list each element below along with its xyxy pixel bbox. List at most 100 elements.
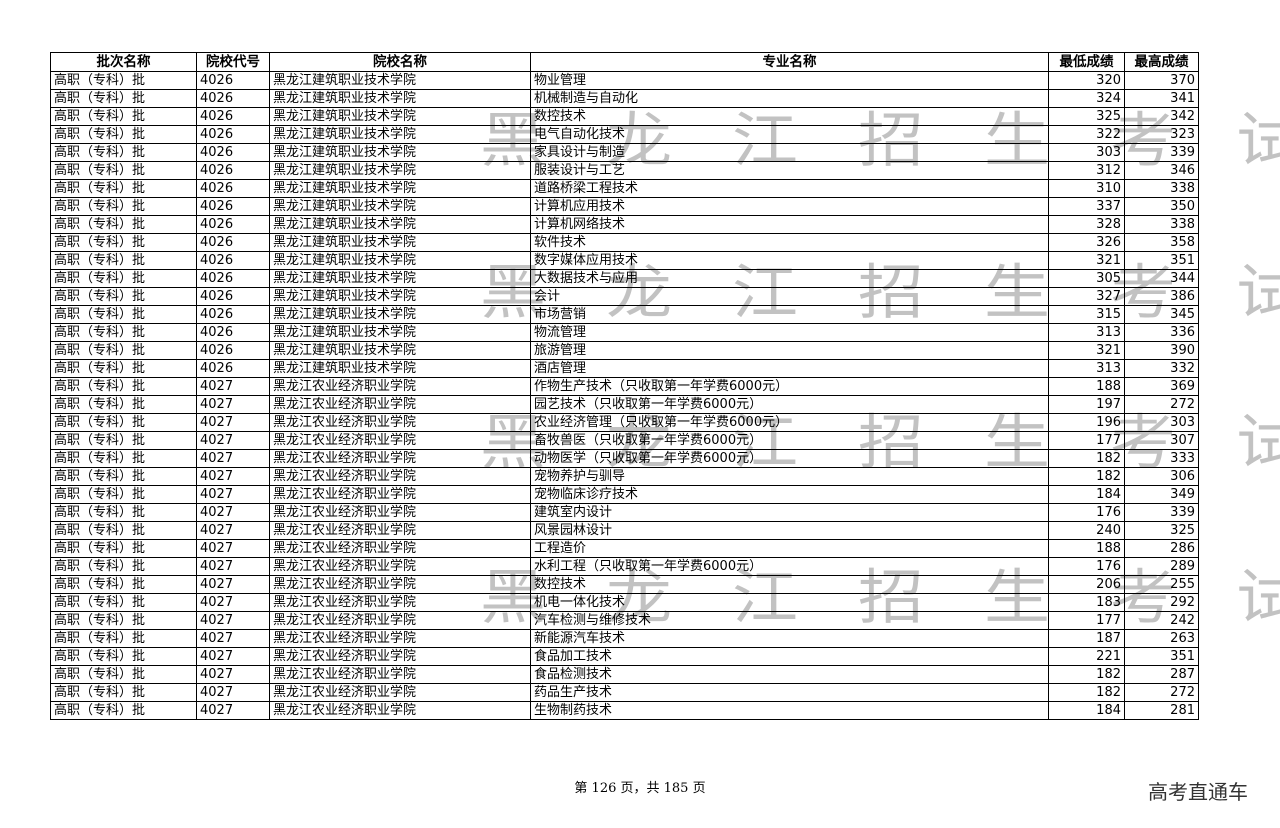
cell-school-code: 4027 bbox=[196, 467, 270, 486]
cell-min-score: 177 bbox=[1048, 611, 1125, 630]
cell-max-score: 339 bbox=[1124, 503, 1199, 522]
cell-batch: 高职（专科）批 bbox=[50, 503, 197, 522]
table-row: 高职（专科）批 4026 黑龙江建筑职业技术学院 服装设计与工艺 312 346 bbox=[50, 161, 1199, 180]
cell-school-name: 黑龙江农业经济职业学院 bbox=[269, 701, 531, 720]
cell-school-code: 4027 bbox=[196, 413, 270, 432]
cell-school-name: 黑龙江建筑职业技术学院 bbox=[269, 269, 531, 288]
table-row: 高职（专科）批 4027 黑龙江农业经济职业学院 食品加工技术 221 351 bbox=[50, 647, 1199, 666]
cell-school-code: 4027 bbox=[196, 629, 270, 648]
cell-major-name: 宠物养护与驯导 bbox=[530, 467, 1049, 486]
cell-school-name: 黑龙江农业经济职业学院 bbox=[269, 593, 531, 612]
cell-min-score: 182 bbox=[1048, 467, 1125, 486]
table-row: 高职（专科）批 4027 黑龙江农业经济职业学院 宠物临床诊疗技术 184 349 bbox=[50, 485, 1199, 504]
cell-school-name: 黑龙江建筑职业技术学院 bbox=[269, 233, 531, 252]
cell-max-score: 351 bbox=[1124, 251, 1199, 270]
table-row: 高职（专科）批 4027 黑龙江农业经济职业学院 数控技术 206 255 bbox=[50, 575, 1199, 594]
table-row: 高职（专科）批 4027 黑龙江农业经济职业学院 建筑室内设计 176 339 bbox=[50, 503, 1199, 522]
table-row: 高职（专科）批 4026 黑龙江建筑职业技术学院 数字媒体应用技术 321 351 bbox=[50, 251, 1199, 270]
cell-min-score: 197 bbox=[1048, 395, 1125, 414]
cell-major-name: 农业经济管理（只收取第一年学费6000元） bbox=[530, 413, 1049, 432]
table-row: 高职（专科）批 4027 黑龙江农业经济职业学院 药品生产技术 182 272 bbox=[50, 683, 1199, 702]
cell-school-name: 黑龙江建筑职业技术学院 bbox=[269, 107, 531, 126]
cell-major-name: 汽车检测与维修技术 bbox=[530, 611, 1049, 630]
cell-min-score: 177 bbox=[1048, 431, 1125, 450]
cell-max-score: 345 bbox=[1124, 305, 1199, 324]
cell-school-code: 4026 bbox=[196, 197, 270, 216]
cell-major-name: 药品生产技术 bbox=[530, 683, 1049, 702]
cell-school-name: 黑龙江农业经济职业学院 bbox=[269, 629, 531, 648]
cell-school-name: 黑龙江农业经济职业学院 bbox=[269, 413, 531, 432]
cell-batch: 高职（专科）批 bbox=[50, 539, 197, 558]
cell-max-score: 350 bbox=[1124, 197, 1199, 216]
cell-school-code: 4027 bbox=[196, 521, 270, 540]
cell-min-score: 184 bbox=[1048, 701, 1125, 720]
cell-major-name: 风景园林设计 bbox=[530, 521, 1049, 540]
cell-min-score: 310 bbox=[1048, 179, 1125, 198]
cell-school-name: 黑龙江农业经济职业学院 bbox=[269, 431, 531, 450]
cell-batch: 高职（专科）批 bbox=[50, 89, 197, 108]
table-row: 高职（专科）批 4027 黑龙江农业经济职业学院 农业经济管理（只收取第一年学费600… bbox=[50, 413, 1199, 432]
cell-batch: 高职（专科）批 bbox=[50, 269, 197, 288]
cell-school-name: 黑龙江建筑职业技术学院 bbox=[269, 305, 531, 324]
table-row: 高职（专科）批 4026 黑龙江建筑职业技术学院 旅游管理 321 390 bbox=[50, 341, 1199, 360]
cell-min-score: 182 bbox=[1048, 449, 1125, 468]
table-row: 高职（专科）批 4027 黑龙江农业经济职业学院 作物生产技术（只收取第一年学费600… bbox=[50, 377, 1199, 396]
cell-school-name: 黑龙江建筑职业技术学院 bbox=[269, 323, 531, 342]
cell-school-name: 黑龙江农业经济职业学院 bbox=[269, 467, 531, 486]
cell-school-code: 4026 bbox=[196, 107, 270, 126]
cell-batch: 高职（专科）批 bbox=[50, 467, 197, 486]
cell-max-score: 307 bbox=[1124, 431, 1199, 450]
cell-max-score: 281 bbox=[1124, 701, 1199, 720]
cell-max-score: 346 bbox=[1124, 161, 1199, 180]
cell-max-score: 292 bbox=[1124, 593, 1199, 612]
cell-min-score: 182 bbox=[1048, 665, 1125, 684]
cell-school-code: 4026 bbox=[196, 305, 270, 324]
cell-school-code: 4026 bbox=[196, 359, 270, 378]
cell-max-score: 386 bbox=[1124, 287, 1199, 306]
cell-school-code: 4027 bbox=[196, 575, 270, 594]
header-major-name: 专业名称 bbox=[530, 52, 1049, 72]
cell-batch: 高职（专科）批 bbox=[50, 593, 197, 612]
cell-batch: 高职（专科）批 bbox=[50, 197, 197, 216]
cell-batch: 高职（专科）批 bbox=[50, 125, 197, 144]
table-row: 高职（专科）批 4027 黑龙江农业经济职业学院 动物医学（只收取第一年学费6000元… bbox=[50, 449, 1199, 468]
cell-batch: 高职（专科）批 bbox=[50, 701, 197, 720]
cell-school-code: 4027 bbox=[196, 557, 270, 576]
cell-school-name: 黑龙江建筑职业技术学院 bbox=[269, 89, 531, 108]
cell-school-name: 黑龙江农业经济职业学院 bbox=[269, 503, 531, 522]
cell-school-name: 黑龙江农业经济职业学院 bbox=[269, 395, 531, 414]
cell-batch: 高职（专科）批 bbox=[50, 107, 197, 126]
cell-school-code: 4026 bbox=[196, 269, 270, 288]
cell-school-code: 4026 bbox=[196, 215, 270, 234]
table-row: 高职（专科）批 4026 黑龙江建筑职业技术学院 数控技术 325 342 bbox=[50, 107, 1199, 126]
table-row: 高职（专科）批 4026 黑龙江建筑职业技术学院 道路桥梁工程技术 310 338 bbox=[50, 179, 1199, 198]
cell-school-name: 黑龙江建筑职业技术学院 bbox=[269, 161, 531, 180]
cell-max-score: 351 bbox=[1124, 647, 1199, 666]
cell-school-code: 4027 bbox=[196, 431, 270, 450]
cell-max-score: 286 bbox=[1124, 539, 1199, 558]
cell-batch: 高职（专科）批 bbox=[50, 413, 197, 432]
cell-major-name: 作物生产技术（只收取第一年学费6000元） bbox=[530, 377, 1049, 396]
cell-batch: 高职（专科）批 bbox=[50, 629, 197, 648]
cell-batch: 高职（专科）批 bbox=[50, 341, 197, 360]
cell-major-name: 食品加工技术 bbox=[530, 647, 1049, 666]
cell-school-name: 黑龙江建筑职业技术学院 bbox=[269, 71, 531, 90]
cell-max-score: 339 bbox=[1124, 143, 1199, 162]
brand-logo-text: 高考直通车 bbox=[1148, 780, 1248, 804]
cell-min-score: 312 bbox=[1048, 161, 1125, 180]
header-max-score: 最高成绩 bbox=[1124, 52, 1199, 72]
cell-major-name: 家具设计与制造 bbox=[530, 143, 1049, 162]
cell-school-code: 4026 bbox=[196, 251, 270, 270]
cell-school-code: 4027 bbox=[196, 611, 270, 630]
cell-min-score: 326 bbox=[1048, 233, 1125, 252]
cell-major-name: 市场营销 bbox=[530, 305, 1049, 324]
cell-min-score: 188 bbox=[1048, 539, 1125, 558]
cell-school-code: 4027 bbox=[196, 449, 270, 468]
cell-batch: 高职（专科）批 bbox=[50, 575, 197, 594]
cell-batch: 高职（专科）批 bbox=[50, 611, 197, 630]
cell-max-score: 342 bbox=[1124, 107, 1199, 126]
cell-max-score: 287 bbox=[1124, 665, 1199, 684]
cell-batch: 高职（专科）批 bbox=[50, 233, 197, 252]
table-row: 高职（专科）批 4027 黑龙江农业经济职业学院 机电一体化技术 183 292 bbox=[50, 593, 1199, 612]
cell-major-name: 计算机应用技术 bbox=[530, 197, 1049, 216]
